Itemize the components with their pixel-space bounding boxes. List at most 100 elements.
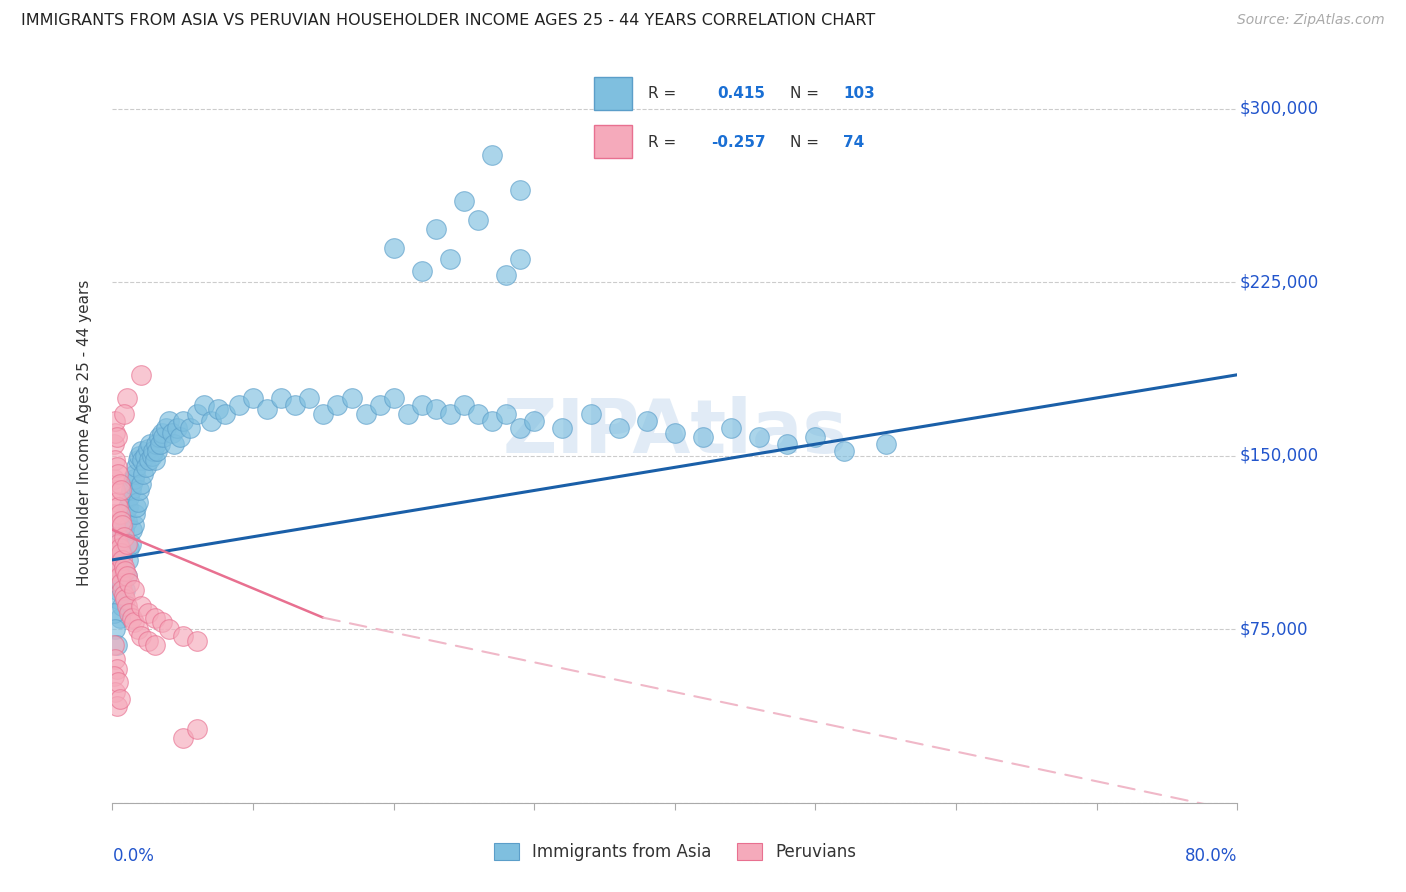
Point <box>112 407 135 421</box>
Point <box>128 483 150 498</box>
Point <box>152 430 174 444</box>
Point <box>105 553 128 567</box>
Point <box>121 610 143 624</box>
Text: ZIPAtlas: ZIPAtlas <box>502 396 848 469</box>
Point <box>104 652 127 666</box>
Point <box>495 407 517 421</box>
Point <box>115 569 138 583</box>
Point <box>200 414 222 428</box>
Point <box>105 662 128 676</box>
Point <box>104 425 127 440</box>
Text: $300,000: $300,000 <box>1240 100 1319 118</box>
Point <box>481 148 503 162</box>
Point <box>228 398 250 412</box>
Point <box>143 453 166 467</box>
Point <box>115 569 138 583</box>
Point <box>107 565 129 579</box>
Point <box>110 576 132 591</box>
Point <box>146 444 169 458</box>
Point <box>110 483 132 498</box>
Point <box>664 425 686 440</box>
Point <box>115 514 138 528</box>
Point <box>136 606 159 620</box>
Point <box>103 507 125 521</box>
Point <box>748 430 770 444</box>
Point <box>607 421 630 435</box>
Point <box>439 252 461 266</box>
Point <box>110 518 132 533</box>
Point <box>172 414 194 428</box>
Point <box>875 437 897 451</box>
Point <box>105 559 128 574</box>
Point <box>110 514 132 528</box>
Point <box>112 565 135 579</box>
Point <box>114 592 136 607</box>
Point <box>467 407 489 421</box>
Point <box>179 421 201 435</box>
Point <box>107 467 129 482</box>
Point <box>160 425 183 440</box>
Point <box>132 467 155 482</box>
Point <box>125 460 148 475</box>
Point <box>135 460 157 475</box>
Point <box>111 518 134 533</box>
Point <box>298 391 321 405</box>
Point <box>193 398 215 412</box>
Point <box>495 268 517 283</box>
Point <box>172 731 194 745</box>
Point <box>104 453 127 467</box>
Point <box>692 430 714 444</box>
Point <box>284 398 307 412</box>
Point <box>105 460 128 475</box>
Point <box>136 633 159 648</box>
Point <box>129 476 152 491</box>
Point <box>127 622 149 636</box>
Point <box>105 530 128 544</box>
Y-axis label: Householder Income Ages 25 - 44 years: Householder Income Ages 25 - 44 years <box>77 279 91 586</box>
Point <box>122 582 145 597</box>
Point <box>396 407 419 421</box>
Point <box>166 421 188 435</box>
Point <box>382 391 405 405</box>
Point <box>107 592 129 607</box>
Point <box>157 622 180 636</box>
Point <box>124 507 146 521</box>
Text: 0.0%: 0.0% <box>112 847 155 865</box>
Point <box>114 565 136 579</box>
Text: $225,000: $225,000 <box>1240 273 1319 291</box>
Point <box>141 449 163 463</box>
Point <box>150 425 173 440</box>
Point <box>108 541 131 556</box>
Point <box>368 398 391 412</box>
Point <box>108 530 131 544</box>
Point <box>270 391 292 405</box>
Text: Source: ZipAtlas.com: Source: ZipAtlas.com <box>1237 13 1385 28</box>
Point <box>103 437 125 451</box>
Point <box>104 553 127 567</box>
Point <box>115 599 138 614</box>
Point <box>105 430 128 444</box>
Point <box>149 437 172 451</box>
Point <box>111 546 134 560</box>
Point <box>129 368 152 382</box>
Point <box>127 453 149 467</box>
Point <box>104 569 127 583</box>
Point <box>129 599 152 614</box>
Text: IMMIGRANTS FROM ASIA VS PERUVIAN HOUSEHOLDER INCOME AGES 25 - 44 YEARS CORRELATI: IMMIGRANTS FROM ASIA VS PERUVIAN HOUSEHO… <box>21 13 876 29</box>
Point <box>131 453 153 467</box>
Point <box>155 421 177 435</box>
Point <box>118 576 141 591</box>
Point <box>108 610 131 624</box>
Point <box>832 444 855 458</box>
Point <box>110 576 132 591</box>
Point <box>186 407 208 421</box>
Point <box>720 421 742 435</box>
Point <box>104 483 127 498</box>
Point <box>103 668 125 682</box>
Point <box>127 495 149 509</box>
Point <box>509 183 531 197</box>
Point <box>509 421 531 435</box>
Point <box>103 472 125 486</box>
Point <box>117 500 139 514</box>
Point <box>551 421 574 435</box>
